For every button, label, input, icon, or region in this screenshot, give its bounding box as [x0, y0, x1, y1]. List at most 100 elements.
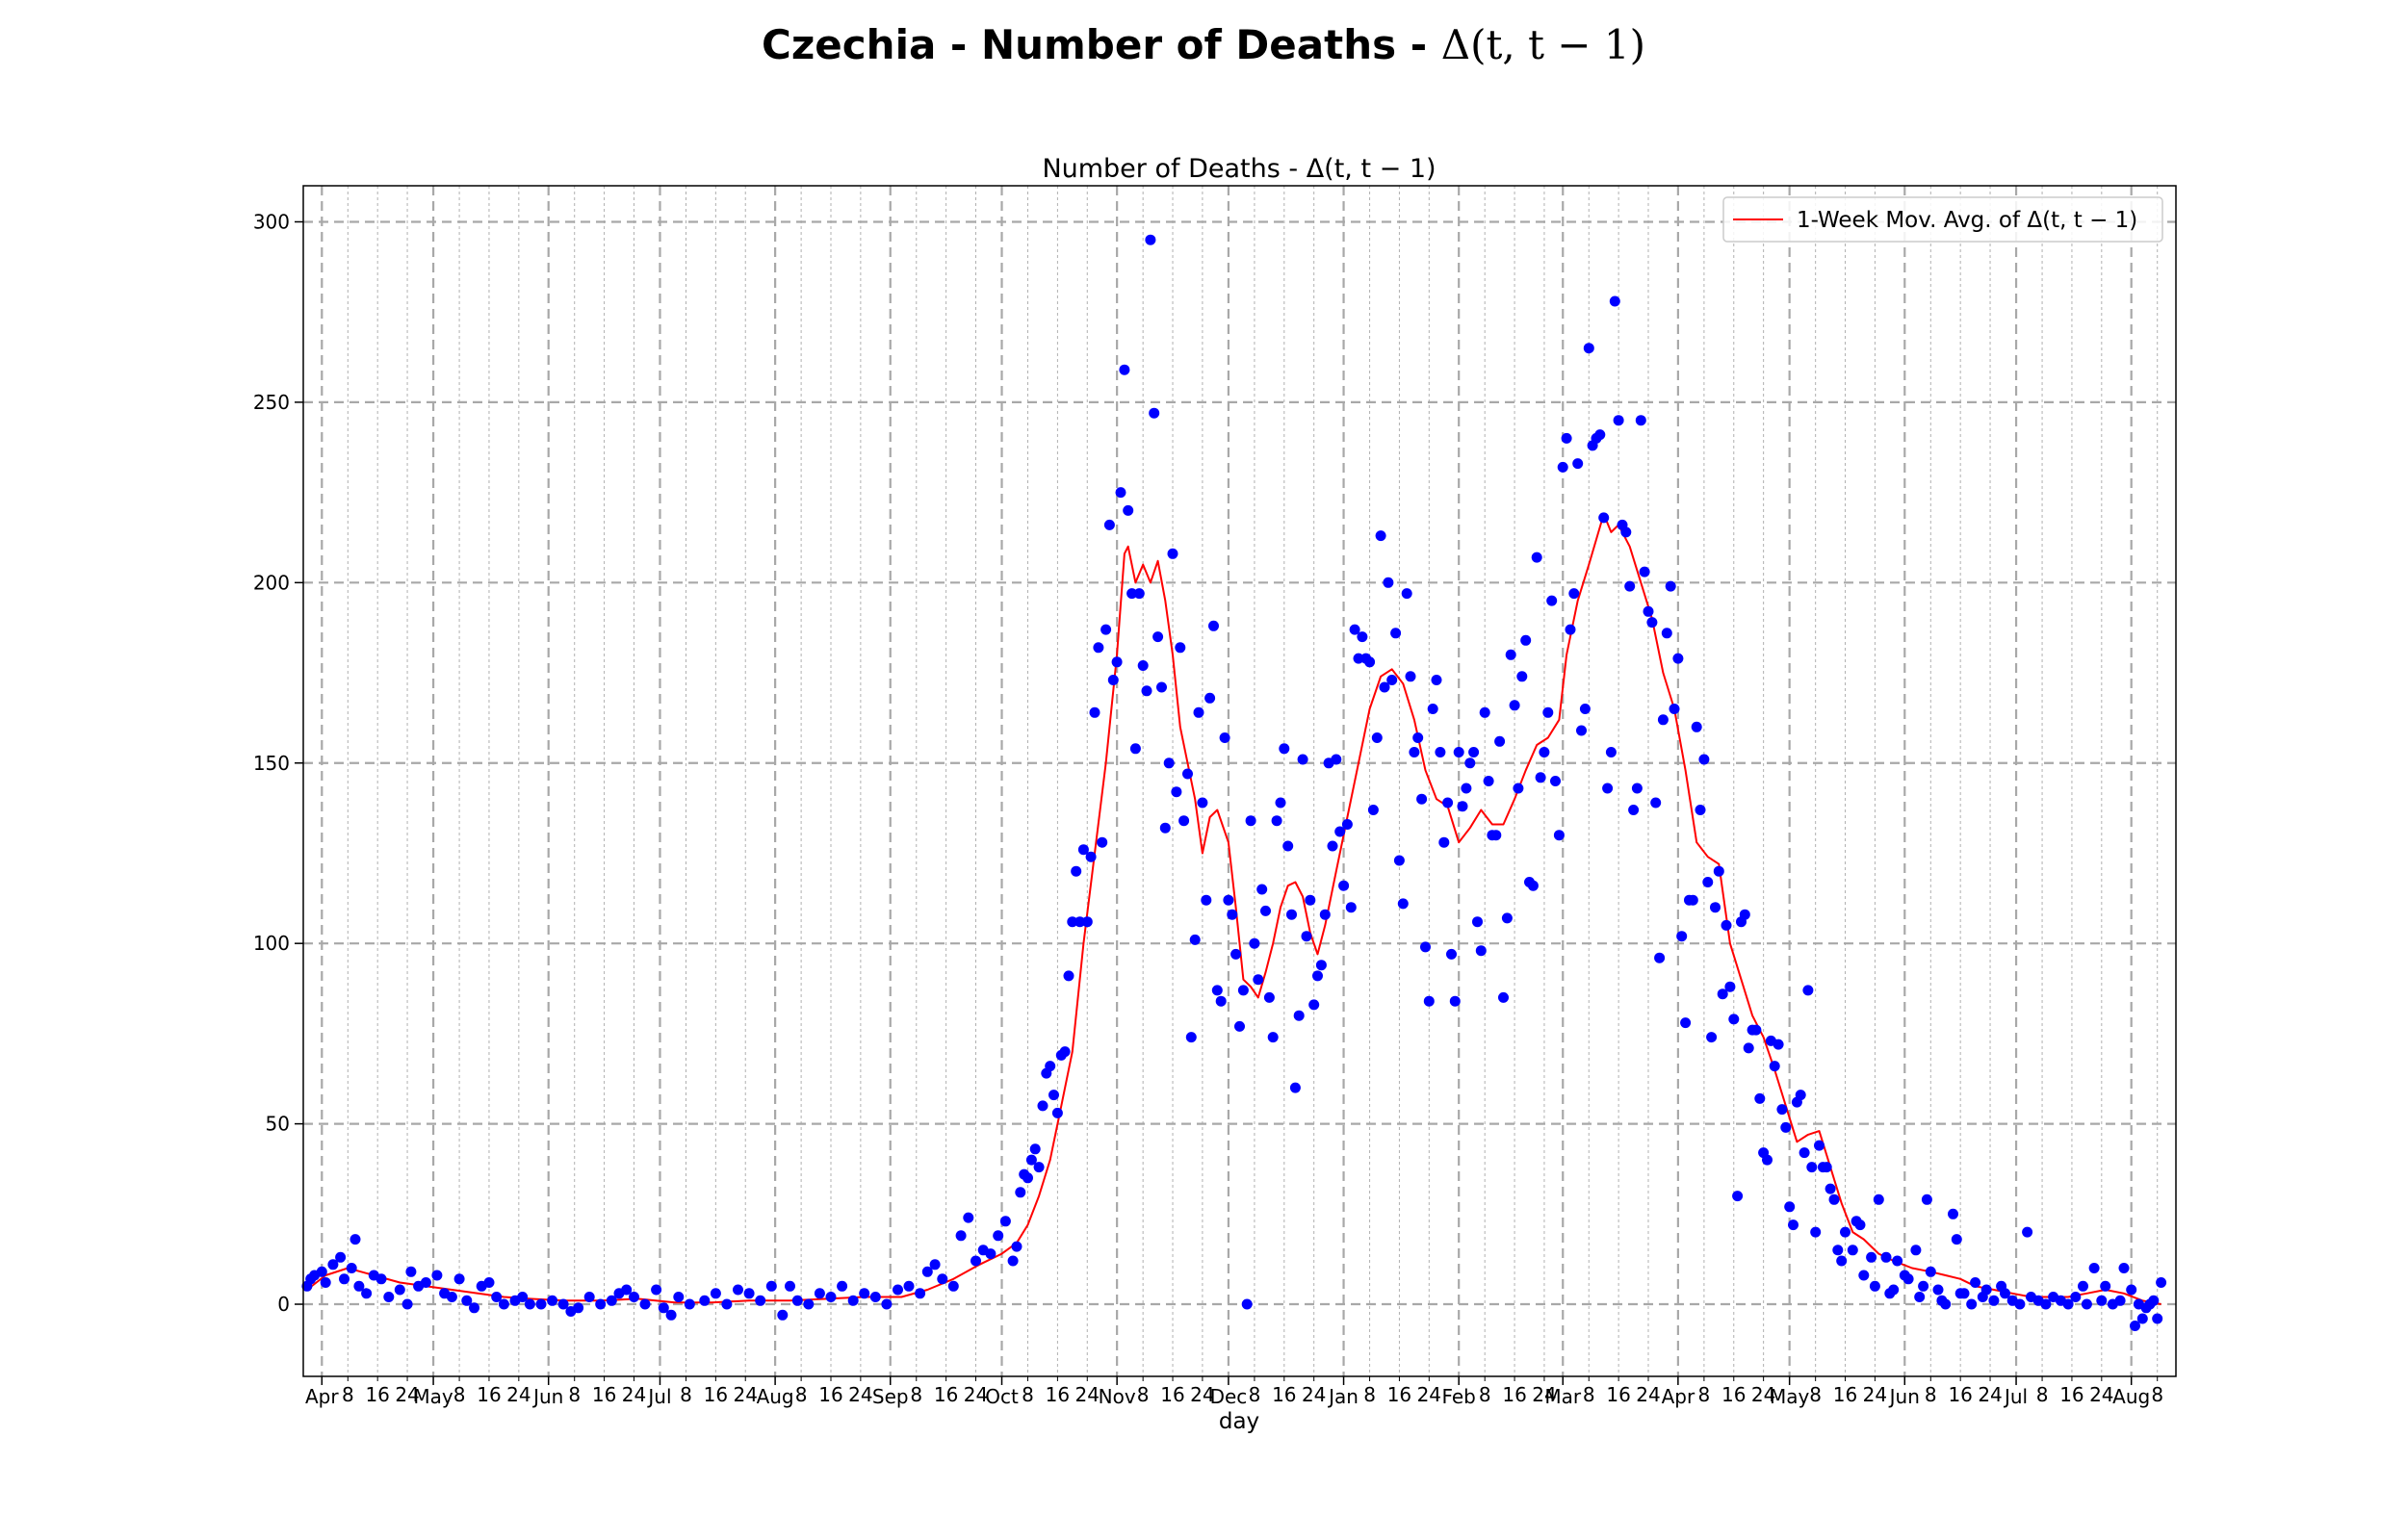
- data-point: [1152, 631, 1164, 643]
- x-major-tick-label: Feb: [1441, 1385, 1475, 1408]
- x-major-tick-label: Nov: [1099, 1385, 1136, 1408]
- data-point: [1505, 649, 1516, 660]
- data-point: [1702, 877, 1714, 887]
- x-minor-tick-label: 8: [795, 1383, 808, 1406]
- data-point: [1442, 797, 1454, 808]
- data-point: [629, 1292, 639, 1302]
- x-minor-tick-label: 16: [1833, 1383, 1857, 1406]
- x-major-tick-label: Oct: [985, 1385, 1019, 1408]
- data-point: [733, 1284, 743, 1296]
- data-point: [1115, 487, 1126, 499]
- legend: 1-Week Mov. Avg. of Δ(t, t − 1): [1722, 196, 2163, 243]
- data-point: [1364, 656, 1376, 668]
- data-point: [1237, 985, 1249, 996]
- data-point: [1137, 660, 1149, 671]
- x-minor-tick-label: 8: [1809, 1383, 1822, 1406]
- data-point: [375, 1273, 387, 1285]
- data-point: [999, 1216, 1011, 1227]
- x-minor-tick-label: 16: [1272, 1383, 1296, 1406]
- data-point: [1472, 916, 1483, 928]
- data-point: [1393, 855, 1405, 866]
- data-point: [881, 1298, 893, 1310]
- data-point: [1490, 830, 1502, 841]
- x-major-tick-label: Jun: [531, 1385, 563, 1408]
- data-point: [1665, 580, 1676, 592]
- data-point: [1119, 364, 1130, 375]
- data-point: [1902, 1273, 1914, 1285]
- y-axis: 0 50 100 150 200 250 300: [253, 210, 303, 1316]
- data-point: [557, 1298, 569, 1310]
- data-point: [1669, 704, 1680, 714]
- x-minor-tick-label: 8: [1925, 1383, 1937, 1406]
- data-point: [699, 1295, 711, 1306]
- figure-title: Czechia - Number of Deaths - Δ(t, t − 1): [0, 21, 2407, 68]
- x-major-tick-label: Jun: [1888, 1385, 1920, 1408]
- data-point: [1539, 747, 1550, 757]
- data-point: [1245, 815, 1256, 827]
- data-point: [963, 1212, 974, 1223]
- x-major-tick-label: Sep: [872, 1385, 909, 1408]
- data-point: [985, 1248, 996, 1260]
- data-point: [1293, 1010, 1305, 1021]
- x-minor-tick-label: 24: [622, 1383, 646, 1406]
- data-point: [1175, 642, 1186, 654]
- y-tick-label: 200: [253, 571, 290, 594]
- x-minor-tick-label: 8: [1137, 1383, 1150, 1406]
- x-major-tick-label: Jul: [646, 1385, 671, 1408]
- data-point: [1609, 295, 1620, 307]
- data-point: [1007, 1255, 1019, 1267]
- data-point: [847, 1295, 859, 1306]
- data-point: [825, 1292, 837, 1302]
- data-point: [1260, 905, 1271, 916]
- data-point: [535, 1298, 547, 1310]
- data-point: [1308, 999, 1320, 1011]
- data-point: [1769, 1061, 1780, 1072]
- data-point: [1914, 1292, 1926, 1302]
- data-point: [1672, 653, 1684, 664]
- x-minor-tick-label: 8: [342, 1383, 354, 1406]
- data-point: [1501, 912, 1513, 924]
- data-point: [1583, 343, 1594, 354]
- data-point: [721, 1298, 733, 1310]
- data-point: [859, 1288, 870, 1299]
- data-point: [755, 1295, 766, 1306]
- data-point: [658, 1302, 669, 1314]
- data-point: [1230, 948, 1242, 960]
- y-tick-label: 250: [253, 391, 290, 414]
- data-point: [1077, 844, 1089, 856]
- data-point: [1449, 995, 1461, 1007]
- data-point: [1341, 819, 1353, 830]
- data-point: [1676, 931, 1688, 942]
- data-point: [1888, 1284, 1900, 1296]
- y-tick-label: 300: [253, 210, 290, 233]
- data-point: [1858, 1270, 1870, 1281]
- data-point: [1267, 1032, 1279, 1043]
- data-point: [1940, 1298, 1952, 1310]
- data-point: [1687, 894, 1698, 906]
- data-point: [1367, 805, 1379, 815]
- data-point: [1253, 974, 1264, 986]
- x-major-tick-label: Mar: [1544, 1385, 1582, 1408]
- data-point: [1602, 783, 1614, 794]
- x-major-tick-label: Aug: [757, 1385, 794, 1408]
- data-point: [1315, 960, 1327, 971]
- data-point: [1706, 1032, 1718, 1043]
- data-point: [446, 1292, 457, 1302]
- data-point: [346, 1263, 357, 1273]
- data-point: [1386, 675, 1398, 685]
- data-point: [785, 1280, 795, 1292]
- x-minor-tick-label: 8: [568, 1383, 581, 1406]
- data-point: [1464, 757, 1476, 769]
- data-point: [955, 1230, 967, 1242]
- data-point: [1710, 902, 1721, 913]
- data-point: [2130, 1321, 2140, 1331]
- data-point: [2148, 1295, 2160, 1306]
- x-axis: 8 16 24 8 16 24 8 16 24 8 16 24 8 16 24 8 16 24 8 16 24 8 16 24…: [305, 1376, 2163, 1408]
- x-minor-tick-label: 24: [506, 1383, 531, 1406]
- data-point: [1516, 671, 1528, 682]
- data-point: [1133, 588, 1145, 600]
- data-point: [547, 1295, 558, 1306]
- data-point: [1241, 1298, 1253, 1310]
- data-point: [1721, 919, 1732, 931]
- data-point: [1271, 815, 1282, 827]
